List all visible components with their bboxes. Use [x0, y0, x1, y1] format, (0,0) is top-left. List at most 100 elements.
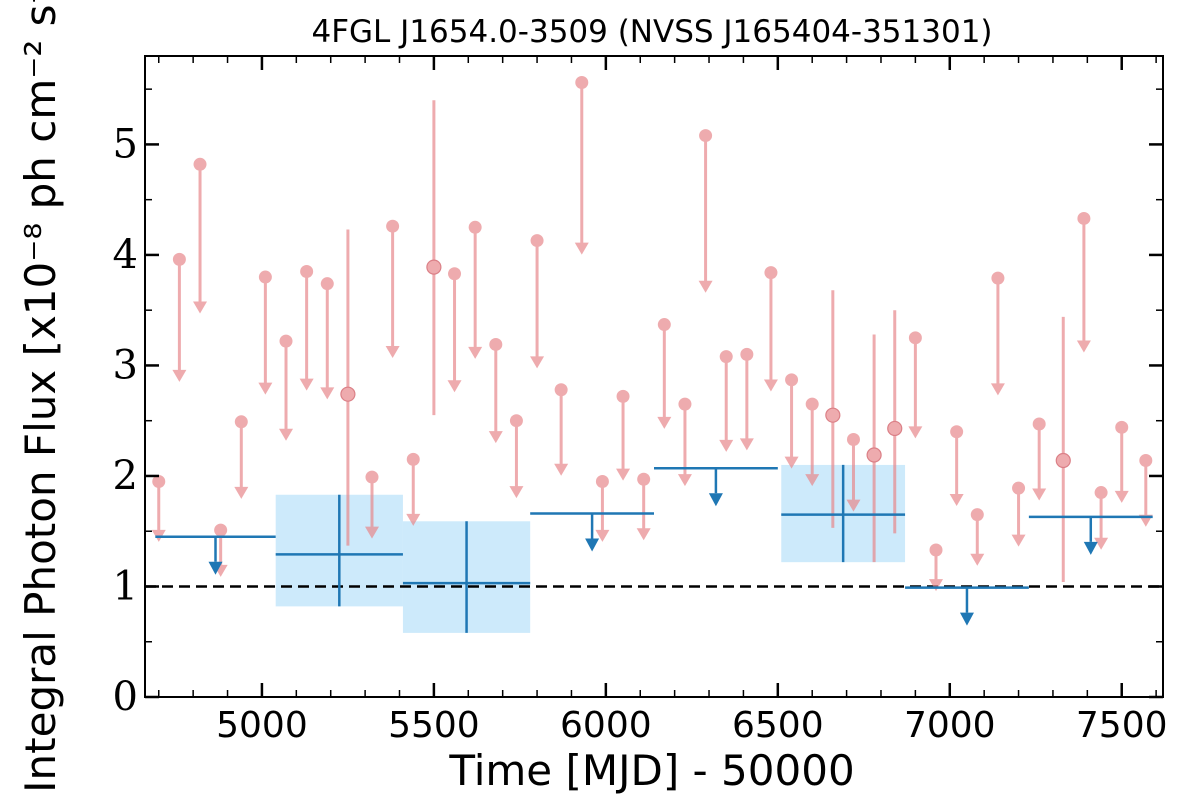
- upper-limit-arrow: [530, 356, 545, 369]
- upper-limit-arrow: [509, 486, 524, 499]
- upper-limit-marker: [530, 234, 544, 248]
- upper-limit-marker: [258, 270, 272, 284]
- long-bin-upper-limit: [530, 512, 654, 552]
- short-bin-upper-limit: [636, 472, 651, 541]
- short-bin-detection: [1055, 316, 1071, 583]
- short-bin-upper-limit: [151, 474, 166, 542]
- detection-marker: [866, 447, 882, 463]
- long-bin-limit-arrow: [585, 538, 600, 552]
- upper-limit-marker: [214, 523, 228, 537]
- short-bin-upper-limit: [193, 157, 208, 314]
- short-bin-detection: [887, 310, 903, 534]
- upper-limit-arrow: [739, 438, 754, 451]
- short-bin-upper-limit: [657, 318, 672, 429]
- short-bin-upper-limit: [554, 383, 569, 476]
- upper-limit-arrow: [949, 494, 964, 507]
- short-bin-detection: [866, 334, 882, 563]
- upper-limit-arrow: [636, 528, 651, 541]
- long-bin-upper-limit: [905, 586, 1029, 626]
- upper-limit-arrow: [677, 474, 692, 487]
- detection-marker: [340, 386, 356, 402]
- upper-limit-marker: [616, 389, 630, 403]
- upper-limit-marker: [1077, 211, 1091, 225]
- upper-limit-arrow: [805, 474, 820, 487]
- short-bin-upper-limit: [406, 452, 421, 526]
- chart-title: 4FGL J1654.0-3509 (NVSS J165404-351301): [311, 14, 992, 50]
- upper-limit-arrow: [320, 387, 335, 400]
- short-bin-upper-limit: [530, 234, 545, 369]
- long-bin-detection: [402, 521, 531, 633]
- upper-limit-arrow: [172, 369, 187, 382]
- upper-limit-marker: [740, 347, 754, 361]
- short-bin-upper-limit: [784, 373, 799, 469]
- short-bin-upper-limit: [739, 347, 754, 451]
- upper-limit-marker: [719, 350, 733, 364]
- y-tick-label: 0: [113, 674, 138, 720]
- upper-limit-arrow: [1094, 537, 1109, 550]
- short-bin-upper-limit: [990, 271, 1005, 396]
- upper-limit-marker: [970, 508, 984, 522]
- short-bin-upper-limit: [719, 350, 734, 452]
- short-bin-upper-limit: [299, 265, 314, 391]
- upper-limit-arrow: [554, 463, 569, 476]
- upper-limit-marker: [1032, 417, 1046, 431]
- upper-limit-marker: [152, 474, 166, 488]
- x-tick-label: 6000: [560, 705, 652, 746]
- upper-limit-marker: [1012, 481, 1026, 495]
- upper-limit-arrow: [1076, 340, 1091, 353]
- upper-limit-marker: [699, 129, 713, 143]
- short-bin-detection: [426, 100, 442, 416]
- upper-limit-marker: [448, 267, 462, 281]
- long-bin-detection: [781, 464, 906, 563]
- long-bin-detection: [275, 494, 403, 607]
- short-bin-upper-limit: [574, 76, 589, 255]
- upper-limit-marker: [637, 472, 651, 486]
- upper-limit-marker: [929, 543, 943, 557]
- upper-limit-marker: [991, 271, 1005, 285]
- x-tick-label: 7000: [904, 705, 996, 746]
- upper-limit-arrow: [364, 526, 379, 539]
- upper-limit-marker: [468, 220, 482, 234]
- upper-limit-marker: [908, 331, 922, 345]
- upper-limit-marker: [320, 277, 334, 291]
- short-bin-upper-limit: [595, 474, 610, 542]
- short-bin-upper-limit: [488, 337, 503, 444]
- short-bin-upper-limit: [234, 415, 249, 499]
- detection-marker: [825, 407, 841, 423]
- upper-limit-arrow: [385, 346, 400, 359]
- upper-limit-marker: [595, 474, 609, 488]
- long-bin-upper-limit: [1028, 515, 1153, 555]
- long-bin-limit-arrow: [208, 561, 223, 575]
- short-bin-upper-limit: [468, 220, 483, 359]
- short-bin-upper-limit: [172, 252, 187, 382]
- upper-limit-marker: [406, 452, 420, 466]
- x-tick-label: 5500: [388, 705, 480, 746]
- upper-limit-arrow: [616, 468, 631, 481]
- short-bin-upper-limit: [846, 432, 861, 512]
- upper-limit-arrow: [1011, 534, 1026, 547]
- upper-limit-arrow: [784, 456, 799, 469]
- short-bin-upper-limit: [677, 397, 692, 487]
- short-bin-upper-limit: [698, 129, 713, 293]
- upper-limit-arrow: [698, 280, 713, 293]
- upper-limit-marker: [193, 157, 207, 171]
- upper-limit-arrow: [574, 242, 589, 255]
- detection-marker: [1055, 452, 1071, 469]
- short-bin-upper-limit: [320, 277, 335, 400]
- short-bin-upper-limit: [279, 334, 294, 441]
- upper-limit-marker: [279, 334, 293, 348]
- upper-limit-marker: [234, 415, 248, 429]
- upper-limit-marker: [575, 76, 589, 90]
- y-tick-label: 3: [113, 342, 138, 388]
- upper-limit-marker: [846, 432, 860, 446]
- y-axis-label: Integral Photon Flux [x10⁻⁸ ph cm⁻² s⁻¹]: [16, 0, 65, 793]
- long-bin-points-layer: [155, 464, 1153, 633]
- x-tick-label: 7500: [1076, 705, 1168, 746]
- long-bin-upper-limit: [155, 535, 276, 575]
- detection-marker: [426, 259, 442, 275]
- y-tick-label: 2: [113, 453, 138, 499]
- upper-limit-marker: [764, 266, 778, 280]
- upper-limit-arrow: [763, 379, 778, 392]
- short-bin-upper-limit: [805, 397, 820, 487]
